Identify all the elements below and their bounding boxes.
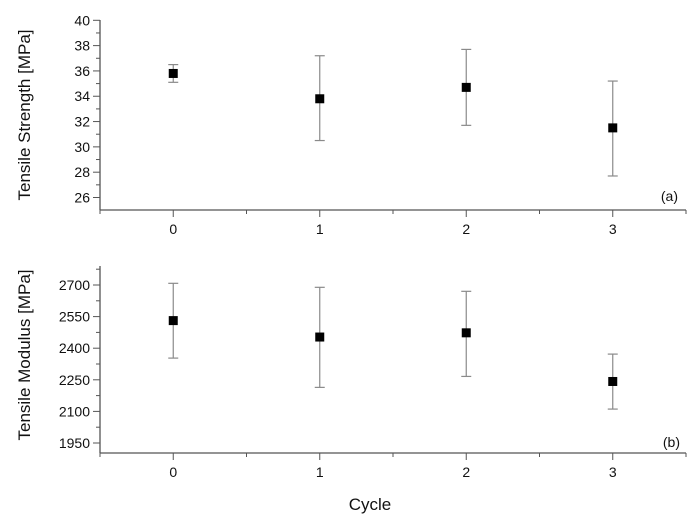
y-tick-label: 32 (74, 114, 90, 130)
x-axis-title: Cycle (349, 495, 392, 514)
data-point (314, 55, 325, 142)
square-marker (461, 82, 471, 92)
y-tick-label: 34 (74, 88, 90, 104)
square-marker (168, 68, 178, 78)
x-tick-label: 0 (169, 221, 177, 237)
y-tick-label: 28 (74, 164, 90, 180)
panel-a-tensile-strength: 26 28 30 32 34 36 38 40 0 1 2 3 Tensile Strength [MP… (15, 12, 687, 237)
x-tick-label: 0 (169, 464, 177, 480)
x-tick-label: 1 (316, 221, 324, 237)
square-marker (461, 328, 471, 338)
data-point (607, 80, 618, 177)
y-tick-label: 2100 (59, 403, 90, 419)
data-point (168, 63, 179, 83)
y-tick-label: 2250 (59, 372, 90, 388)
y-tick-label: 40 (74, 12, 90, 28)
square-marker (315, 94, 325, 104)
panel-label: (b) (663, 434, 680, 450)
y-tick-label: 2550 (59, 309, 90, 325)
y-tick-label: 2400 (59, 340, 90, 356)
data-point (607, 353, 618, 410)
square-marker (315, 332, 325, 342)
y-tick-label: 36 (74, 63, 90, 79)
panel-label: (a) (661, 188, 678, 204)
y-tick-label: 30 (74, 139, 90, 155)
y-tick-label: 38 (74, 38, 90, 54)
y-tick-label: 26 (74, 190, 90, 206)
y-tick-label: 1950 (59, 435, 90, 451)
y-tick-label: 2700 (59, 277, 90, 293)
x-tick-label: 2 (462, 221, 470, 237)
square-marker (608, 123, 618, 133)
x-tick-label: 1 (316, 464, 324, 480)
square-marker (168, 316, 178, 326)
y-axis-title: Tensile Strength [MPa] (15, 29, 34, 200)
x-tick-label: 3 (609, 221, 617, 237)
data-point (168, 282, 179, 359)
data-point (314, 286, 325, 388)
x-tick-label: 2 (462, 464, 470, 480)
data-point (461, 48, 472, 126)
data-point (461, 290, 472, 378)
y-axis-title: Tensile Modulus [MPa] (15, 269, 34, 440)
square-marker (608, 376, 618, 386)
x-tick-label: 3 (609, 464, 617, 480)
panel-b-tensile-modulus: 1950 2100 2250 2400 2550 2700 0 1 2 3 Tensile Modu… (15, 266, 687, 480)
